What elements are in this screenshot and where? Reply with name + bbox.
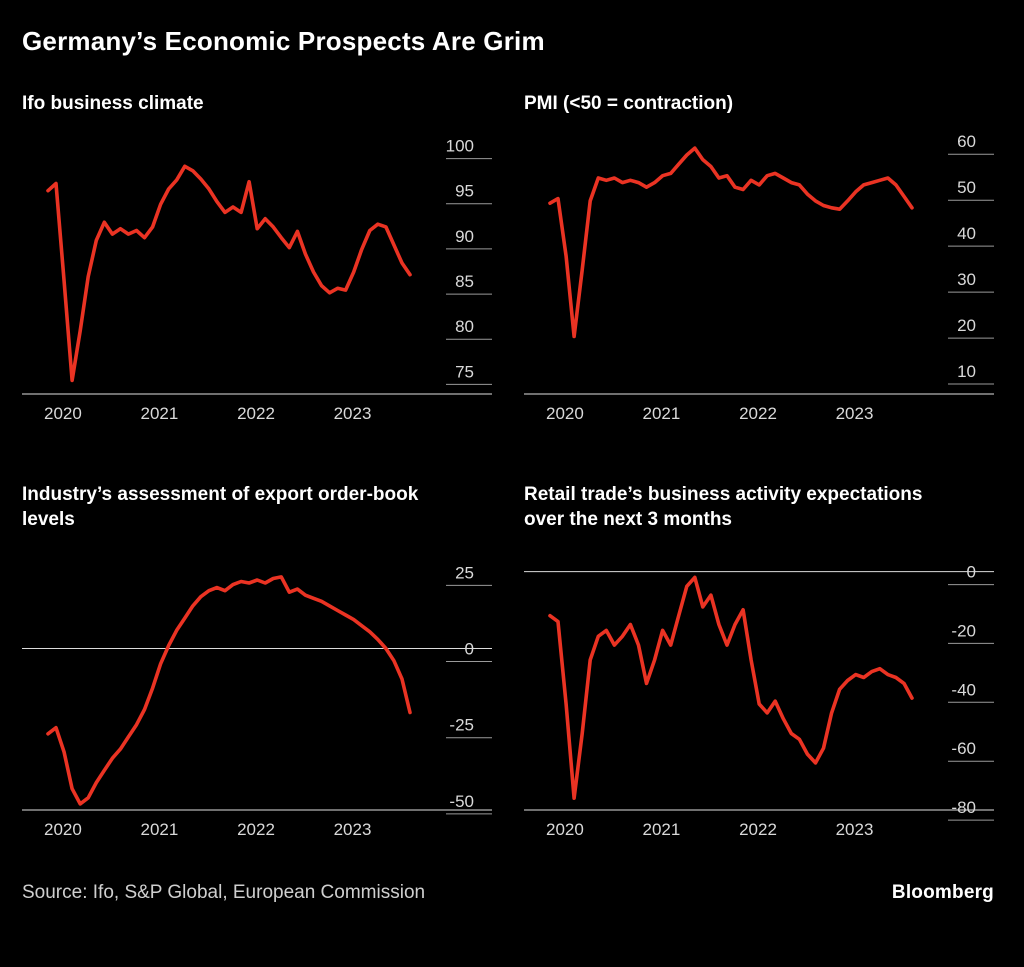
line-chart-plot: -80 -60 -40 -20 0 2020 2021 2022 2023: [524, 563, 994, 839]
bloomberg-logo: Bloomberg: [891, 882, 994, 903]
svg-text:-80: -80: [951, 798, 976, 817]
svg-text:2021: 2021: [141, 820, 179, 839]
svg-text:-40: -40: [951, 680, 976, 699]
page-title: Germany’s Economic Prospects Are Grim: [22, 26, 545, 56]
svg-text:2020: 2020: [546, 404, 584, 423]
svg-text:2023: 2023: [334, 404, 372, 423]
svg-text:90: 90: [455, 227, 474, 246]
svg-text:30: 30: [957, 270, 976, 289]
svg-text:0: 0: [465, 640, 474, 659]
svg-text:-50: -50: [449, 792, 474, 811]
svg-text:40: 40: [957, 224, 976, 243]
line-chart-plot: 75 80 85 90 95 100 2020 2021 2022 2023: [22, 137, 492, 423]
svg-text:25: 25: [455, 563, 474, 582]
svg-text:80: 80: [455, 317, 474, 336]
svg-text:0: 0: [967, 563, 976, 582]
svg-text:2022: 2022: [237, 404, 275, 423]
svg-text:2021: 2021: [141, 404, 179, 423]
svg-text:2023: 2023: [334, 820, 372, 839]
svg-text:2021: 2021: [643, 404, 681, 423]
chart-canvas-export-orderbook: -50 -25 0 25 2020 2021 2022 2023: [22, 540, 492, 852]
panel-retail-expectations: Retail trade’s business activity expecta…: [524, 482, 994, 852]
svg-text:-20: -20: [951, 621, 976, 640]
svg-text:75: 75: [455, 362, 474, 381]
panel-title-retail-expectations: Retail trade’s business activity expecta…: [524, 484, 923, 530]
svg-text:-25: -25: [449, 716, 474, 735]
svg-text:2021: 2021: [643, 820, 681, 839]
svg-text:2020: 2020: [546, 820, 584, 839]
svg-text:95: 95: [455, 182, 474, 201]
panel-title-ifo: Ifo business climate: [22, 93, 204, 114]
chart-canvas-ifo: 75 80 85 90 95 100 2020 2021 2022 2023: [22, 124, 492, 436]
svg-text:100: 100: [446, 137, 474, 156]
svg-text:85: 85: [455, 272, 474, 291]
svg-text:2023: 2023: [836, 404, 874, 423]
line-chart-plot: -50 -25 0 25 2020 2021 2022 2023: [22, 563, 492, 839]
source-attribution: Source: Ifo, S&P Global, European Commis…: [22, 882, 426, 903]
svg-text:50: 50: [957, 178, 976, 197]
chart-canvas-pmi: 10 20 30 40 50 60 2020 2021 2022 2023: [524, 124, 994, 436]
chart-canvas-retail-expectations: -80 -60 -40 -20 0 2020 2021 2022 2023: [524, 540, 994, 852]
panel-title-export-orderbook: Industry’s assessment of export order-bo…: [22, 484, 419, 530]
svg-text:2022: 2022: [739, 404, 777, 423]
svg-text:-60: -60: [951, 739, 976, 758]
panel-title-pmi: PMI (<50 = contraction): [524, 93, 734, 114]
panel-export-orderbook: Industry’s assessment of export order-bo…: [22, 482, 492, 852]
panel-pmi: PMI (<50 = contraction) 10 20 30 40 50 60 2020…: [524, 91, 994, 436]
svg-text:60: 60: [957, 132, 976, 151]
svg-text:2022: 2022: [739, 820, 777, 839]
svg-text:10: 10: [957, 362, 976, 381]
svg-text:20: 20: [957, 316, 976, 335]
svg-text:2022: 2022: [237, 820, 275, 839]
line-chart-plot: 10 20 30 40 50 60 2020 2021 2022 2023: [524, 132, 994, 423]
svg-text:2020: 2020: [44, 820, 82, 839]
panel-ifo-business-climate: Ifo business climate 75 80 85 90 95 100 2020 20…: [22, 91, 492, 436]
chart-grid: Ifo business climate 75 80 85 90 95 100 2020 20…: [22, 91, 994, 852]
svg-text:2020: 2020: [44, 404, 82, 423]
footer: Source: Ifo, S&P Global, European Commis…: [22, 882, 994, 904]
svg-text:2023: 2023: [836, 820, 874, 839]
